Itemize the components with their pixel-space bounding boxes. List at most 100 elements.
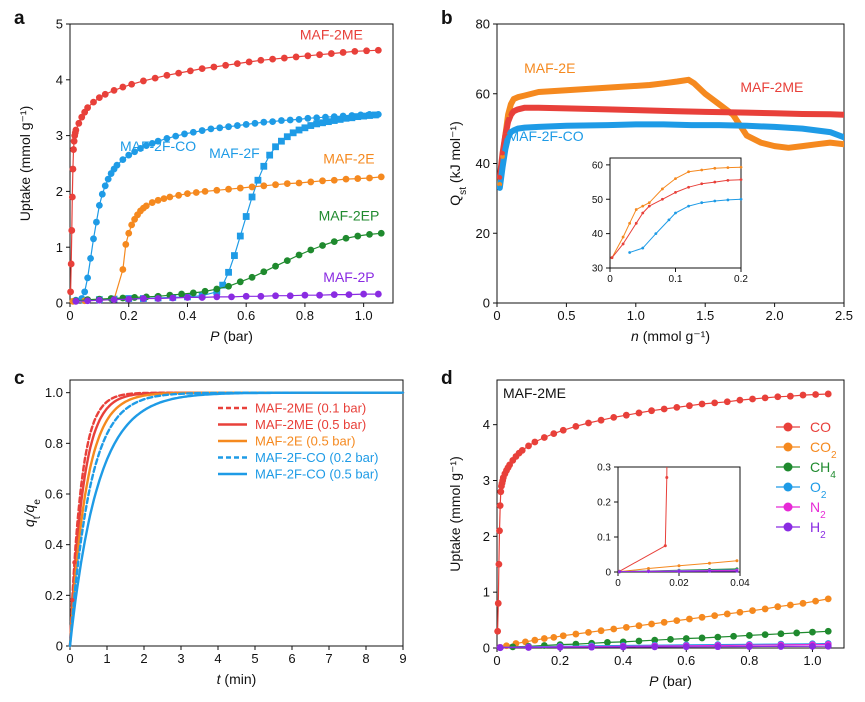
series-maf-2f-point: [225, 268, 232, 276]
y-tick-label: 0: [56, 296, 63, 311]
series-maf-2f-co-point: [113, 161, 121, 169]
inset-series-h2-point: [735, 569, 739, 573]
series-ch4-point: [714, 633, 722, 641]
series-maf-2me-point: [67, 288, 74, 296]
series-maf-2f-point: [295, 126, 303, 134]
x-tick-label: 1.5: [696, 308, 714, 323]
series-maf-2ep-point: [319, 242, 326, 249]
x-tick-label: 9: [399, 651, 406, 666]
inset-series-maf-2me-point: [674, 190, 677, 194]
series-maf-2me-point: [68, 227, 76, 234]
series-co-point: [540, 434, 548, 441]
series-maf-2me-point: [339, 49, 347, 56]
inset-series-maf-2e-point: [661, 187, 664, 191]
y-tick-label: 40: [592, 229, 604, 240]
series-maf-2ep-point: [225, 282, 232, 290]
series-maf-2p-point: [110, 296, 118, 304]
series-maf-2ep-point: [201, 287, 209, 295]
series-maf-2f-co-point: [154, 137, 162, 145]
series-maf-2ep-point: [366, 230, 373, 238]
series-co2-point: [749, 607, 756, 614]
axes-frame: [69, 23, 394, 304]
series-maf-2me-point: [95, 94, 103, 102]
x-tick-label: 2.5: [835, 308, 853, 323]
y-tick-label: 0.2: [597, 498, 611, 509]
subscript: st: [458, 187, 469, 195]
x-axis-label: t (min): [217, 671, 257, 687]
subscript: 2: [831, 450, 837, 461]
label-part: /q: [21, 504, 37, 517]
series-co2-point: [648, 620, 655, 628]
series-maf-2f-co-point: [505, 134, 511, 140]
series-co-point: [723, 398, 731, 406]
series-maf-2ep-point: [236, 278, 244, 286]
label-part: P: [210, 328, 220, 344]
series-maf-2f-point: [307, 122, 315, 129]
y-tick-label: 0: [605, 568, 611, 579]
legend: MAF-2ME (0.1 bar)MAF-2ME (0.5 bar) MAF-2E…: [218, 401, 379, 482]
series-maf-2f-co-point: [304, 114, 312, 122]
series-co-point: [518, 446, 526, 454]
series-maf-2f-co-point: [497, 185, 503, 191]
legend-marker: [783, 482, 793, 492]
series-maf-2ep-point: [248, 273, 256, 281]
x-tick-label: 1.0: [803, 653, 821, 668]
series-maf-2e-point: [307, 178, 315, 186]
series-maf-2me-point: [175, 69, 183, 77]
series-maf-2me-point: [210, 63, 218, 71]
series-maf-2ep-point: [213, 285, 221, 293]
y-tick-label: 60: [476, 86, 490, 101]
series-maf-2f-co-point: [131, 148, 139, 156]
series-maf-2p-point: [84, 297, 92, 305]
series-maf-2f-co-point: [198, 127, 206, 134]
inset-series-maf-2f-co-point: [641, 246, 645, 250]
series-maf-2f-point: [289, 129, 297, 137]
series-maf-2f-point: [354, 113, 362, 121]
series-maf-2me-point: [75, 119, 83, 127]
series-h2-point: [651, 643, 659, 651]
label-part: (kJ mol⁻¹): [447, 121, 463, 187]
inset-series-maf-2e-point: [700, 168, 704, 172]
inset-series-maf-2me-point: [700, 182, 704, 186]
x-tick-label: 1.0: [355, 308, 373, 323]
series-maf-2p-point: [184, 294, 191, 301]
label-part: t: [217, 671, 222, 687]
label-part: Q: [447, 195, 463, 206]
series-co-point: [686, 402, 693, 410]
series-maf-2e-point: [319, 177, 326, 185]
series-maf-2f-point: [348, 114, 356, 122]
series-maf-2f-co-point: [104, 175, 112, 183]
series-maf-2e-point: [175, 191, 183, 199]
inset-series-maf-2e-point: [628, 221, 632, 225]
series-maf-2me-point: [101, 90, 109, 98]
series-co2-point: [799, 599, 807, 607]
series-ch4-point: [809, 628, 816, 636]
series-maf-2p-point: [242, 292, 250, 300]
y-tick-label: 5: [56, 17, 63, 32]
series-maf-2f-point: [301, 124, 309, 132]
legend-label: MAF-2E (0.5 bar): [255, 434, 355, 449]
panel-label-b: b: [441, 8, 453, 29]
series-maf-2e-point: [125, 229, 133, 237]
series-co-point: [635, 409, 643, 417]
series-h2-point: [745, 643, 753, 650]
subscript: e: [32, 499, 43, 505]
x-tick-label: 3: [177, 651, 184, 666]
series-maf-2e-point: [160, 195, 168, 203]
series-maf-2me-point: [78, 113, 86, 121]
y-axis-label: Qst (kJ mol⁻¹): [447, 121, 469, 205]
series-h2-point: [496, 644, 504, 652]
series-co-point: [572, 422, 580, 430]
series-maf-2f-point: [360, 112, 368, 120]
x-tick-label: 2: [140, 651, 147, 666]
series-maf-2me-point: [500, 150, 505, 156]
label-part: O: [810, 479, 821, 495]
series-maf-2me-point: [84, 104, 92, 112]
series-maf-2e-point: [500, 154, 505, 159]
x-tick-label: 0: [66, 651, 73, 666]
y-tick-label: 0.4: [45, 537, 63, 552]
series-co-point: [495, 560, 503, 568]
series-maf-2p-point: [95, 296, 103, 304]
series-maf-2f-co-point: [101, 182, 109, 190]
